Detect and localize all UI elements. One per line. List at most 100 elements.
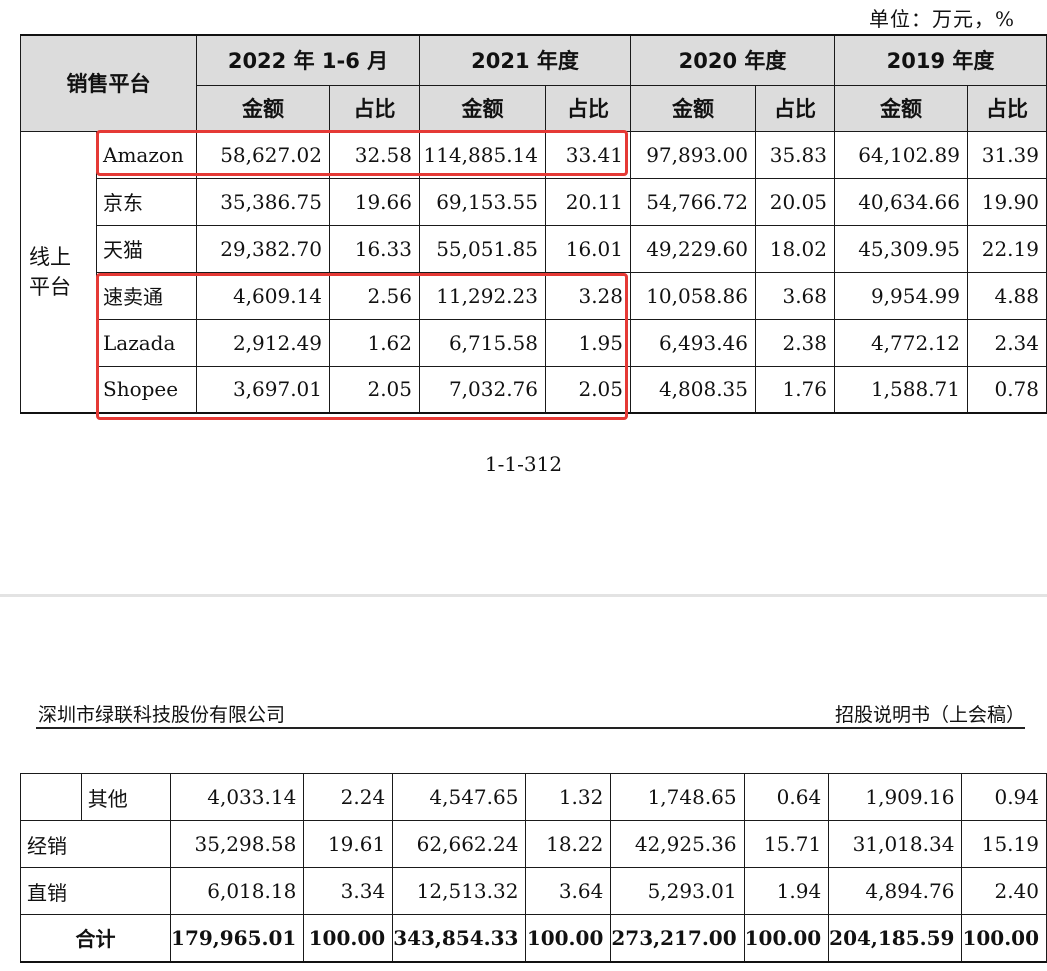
cell-value: 4,772.12 xyxy=(834,318,968,367)
cell-value: 16.01 xyxy=(545,224,631,273)
group-online-platform: 线上平台 xyxy=(20,130,97,414)
cell-value: 100.00 xyxy=(743,914,830,962)
cell-value: 35,298.58 xyxy=(170,820,305,868)
platform-name: Shopee xyxy=(96,365,197,414)
header-amount: 金额 xyxy=(834,84,968,132)
header-ratio: 占比 xyxy=(967,84,1047,132)
platform-name: Lazada xyxy=(96,318,197,367)
cell-value: 2.34 xyxy=(967,318,1047,367)
unit-label: 单位：万元，% xyxy=(868,7,1015,31)
table-row: 直销 6,018.18 3.34 12,513.32 3.64 5,293.01… xyxy=(19,867,1047,915)
cell-value: 54,766.72 xyxy=(630,177,756,226)
cell-value: 10,058.86 xyxy=(630,271,756,320)
cell-value: 58,627.02 xyxy=(196,130,330,179)
header-platform: 销售平台 xyxy=(20,34,197,132)
cell-value: 62,662.24 xyxy=(392,820,527,868)
cell-value: 16.33 xyxy=(329,224,420,273)
cell-value: 4,609.14 xyxy=(196,271,330,320)
cell-value: 2.05 xyxy=(329,365,420,414)
table-row: 经销 35,298.58 19.61 62,662.24 18.22 42,92… xyxy=(19,820,1047,868)
cell-value: 0.94 xyxy=(961,773,1047,821)
cell-value: 45,309.95 xyxy=(834,224,968,273)
cell-value: 1.62 xyxy=(329,318,420,367)
cell-value: 18.22 xyxy=(525,820,612,868)
cell-value: 100.00 xyxy=(303,914,394,962)
header-period-2021: 2021 年度 xyxy=(419,34,631,86)
header-ratio: 占比 xyxy=(755,84,835,132)
cell-value: 7,032.76 xyxy=(419,365,546,414)
cell-value: 1.95 xyxy=(545,318,631,367)
cell-value: 2.38 xyxy=(755,318,835,367)
cell-value: 204,185.59 xyxy=(828,914,963,962)
header-period-2019: 2019 年度 xyxy=(834,34,1047,86)
company-name: 深圳市绿联科技股份有限公司 xyxy=(38,704,286,726)
cell-value: 55,051.85 xyxy=(419,224,546,273)
header-amount: 金额 xyxy=(419,84,546,132)
cell-value: 273,217.00 xyxy=(610,914,745,962)
cell-value: 1.76 xyxy=(755,365,835,414)
cell-value: 4,033.14 xyxy=(170,773,305,821)
table-row: Shopee 3,697.01 2.05 7,032.76 2.05 4,808… xyxy=(21,365,1047,414)
cell-value: 19.61 xyxy=(303,820,394,868)
cell-value: 1,909.16 xyxy=(828,773,963,821)
cell-value: 35.83 xyxy=(755,130,835,179)
cell-value: 2,912.49 xyxy=(196,318,330,367)
cell-value: 42,925.36 xyxy=(610,820,745,868)
page-number: 1-1-312 xyxy=(484,452,563,476)
sales-platform-table-part1: 销售平台 2022 年 1-6 月 2021 年度 2020 年度 2019 年… xyxy=(20,34,1047,414)
cell-value: 4,808.35 xyxy=(630,365,756,414)
cell-value: 15.71 xyxy=(743,820,830,868)
cell-value: 12,513.32 xyxy=(392,867,527,915)
cell-value: 11,292.23 xyxy=(419,271,546,320)
cell-value: 100.00 xyxy=(525,914,612,962)
cell-value: 20.05 xyxy=(755,177,835,226)
cell-value: 4,547.65 xyxy=(392,773,527,821)
cell-value: 9,954.99 xyxy=(834,271,968,320)
cell-value: 18.02 xyxy=(755,224,835,273)
header-amount: 金额 xyxy=(196,84,330,132)
cell-value: 0.64 xyxy=(743,773,830,821)
page-separator xyxy=(0,594,1047,597)
cell-value: 31,018.34 xyxy=(828,820,963,868)
cell-value: 2.56 xyxy=(329,271,420,320)
cell-value: 33.41 xyxy=(545,130,631,179)
cell-value: 3,697.01 xyxy=(196,365,330,414)
table-row: 京东 35,386.75 19.66 69,153.55 20.11 54,76… xyxy=(21,177,1047,226)
cell-value: 3.68 xyxy=(755,271,835,320)
header-ratio: 占比 xyxy=(329,84,420,132)
cell-value: 49,229.60 xyxy=(630,224,756,273)
cell-value: 0.78 xyxy=(967,365,1047,414)
table-row: 天猫 29,382.70 16.33 55,051.85 16.01 49,22… xyxy=(21,224,1047,273)
cell-value: 22.19 xyxy=(967,224,1047,273)
cell-value: 40,634.66 xyxy=(834,177,968,226)
cell-value: 6,493.46 xyxy=(630,318,756,367)
cell-value: 19.66 xyxy=(329,177,420,226)
cell-value: 15.19 xyxy=(961,820,1047,868)
cell-value: 1,748.65 xyxy=(610,773,745,821)
cell-value: 5,293.01 xyxy=(610,867,745,915)
platform-name: 其他 xyxy=(80,773,172,821)
cell-value: 3.34 xyxy=(303,867,394,915)
cell-value: 32.58 xyxy=(329,130,420,179)
cell-value: 19.90 xyxy=(967,177,1047,226)
cell-value: 6,018.18 xyxy=(170,867,305,915)
cell-value: 4.88 xyxy=(967,271,1047,320)
header-rule xyxy=(36,727,1025,729)
cell-value: 1,588.71 xyxy=(834,365,968,414)
cell-value: 29,382.70 xyxy=(196,224,330,273)
group-continuation xyxy=(20,773,82,821)
header-ratio: 占比 xyxy=(545,84,631,132)
cell-value: 3.28 xyxy=(545,271,631,320)
cell-value: 64,102.89 xyxy=(834,130,968,179)
header-period-2022h1: 2022 年 1-6 月 xyxy=(196,34,420,86)
cell-value: 69,153.55 xyxy=(419,177,546,226)
table-row: Lazada 2,912.49 1.62 6,715.58 1.95 6,493… xyxy=(21,318,1047,367)
document-title: 招股说明书（上会稿） xyxy=(834,704,1025,726)
table-row: 线上平台 Amazon 58,627.02 32.58 114,885.14 3… xyxy=(20,130,1047,414)
cell-value: 100.00 xyxy=(961,914,1047,962)
total-label: 合计 xyxy=(19,914,172,962)
cell-value: 2.05 xyxy=(545,365,631,414)
table-row: 速卖通 4,609.14 2.56 11,292.23 3.28 10,058.… xyxy=(21,271,1047,320)
platform-name: 速卖通 xyxy=(96,271,197,320)
platform-name: 天猫 xyxy=(96,224,197,273)
